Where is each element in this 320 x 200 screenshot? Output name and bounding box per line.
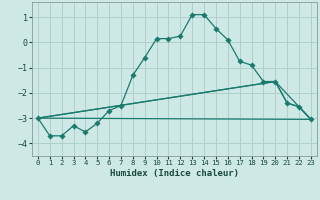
- X-axis label: Humidex (Indice chaleur): Humidex (Indice chaleur): [110, 169, 239, 178]
